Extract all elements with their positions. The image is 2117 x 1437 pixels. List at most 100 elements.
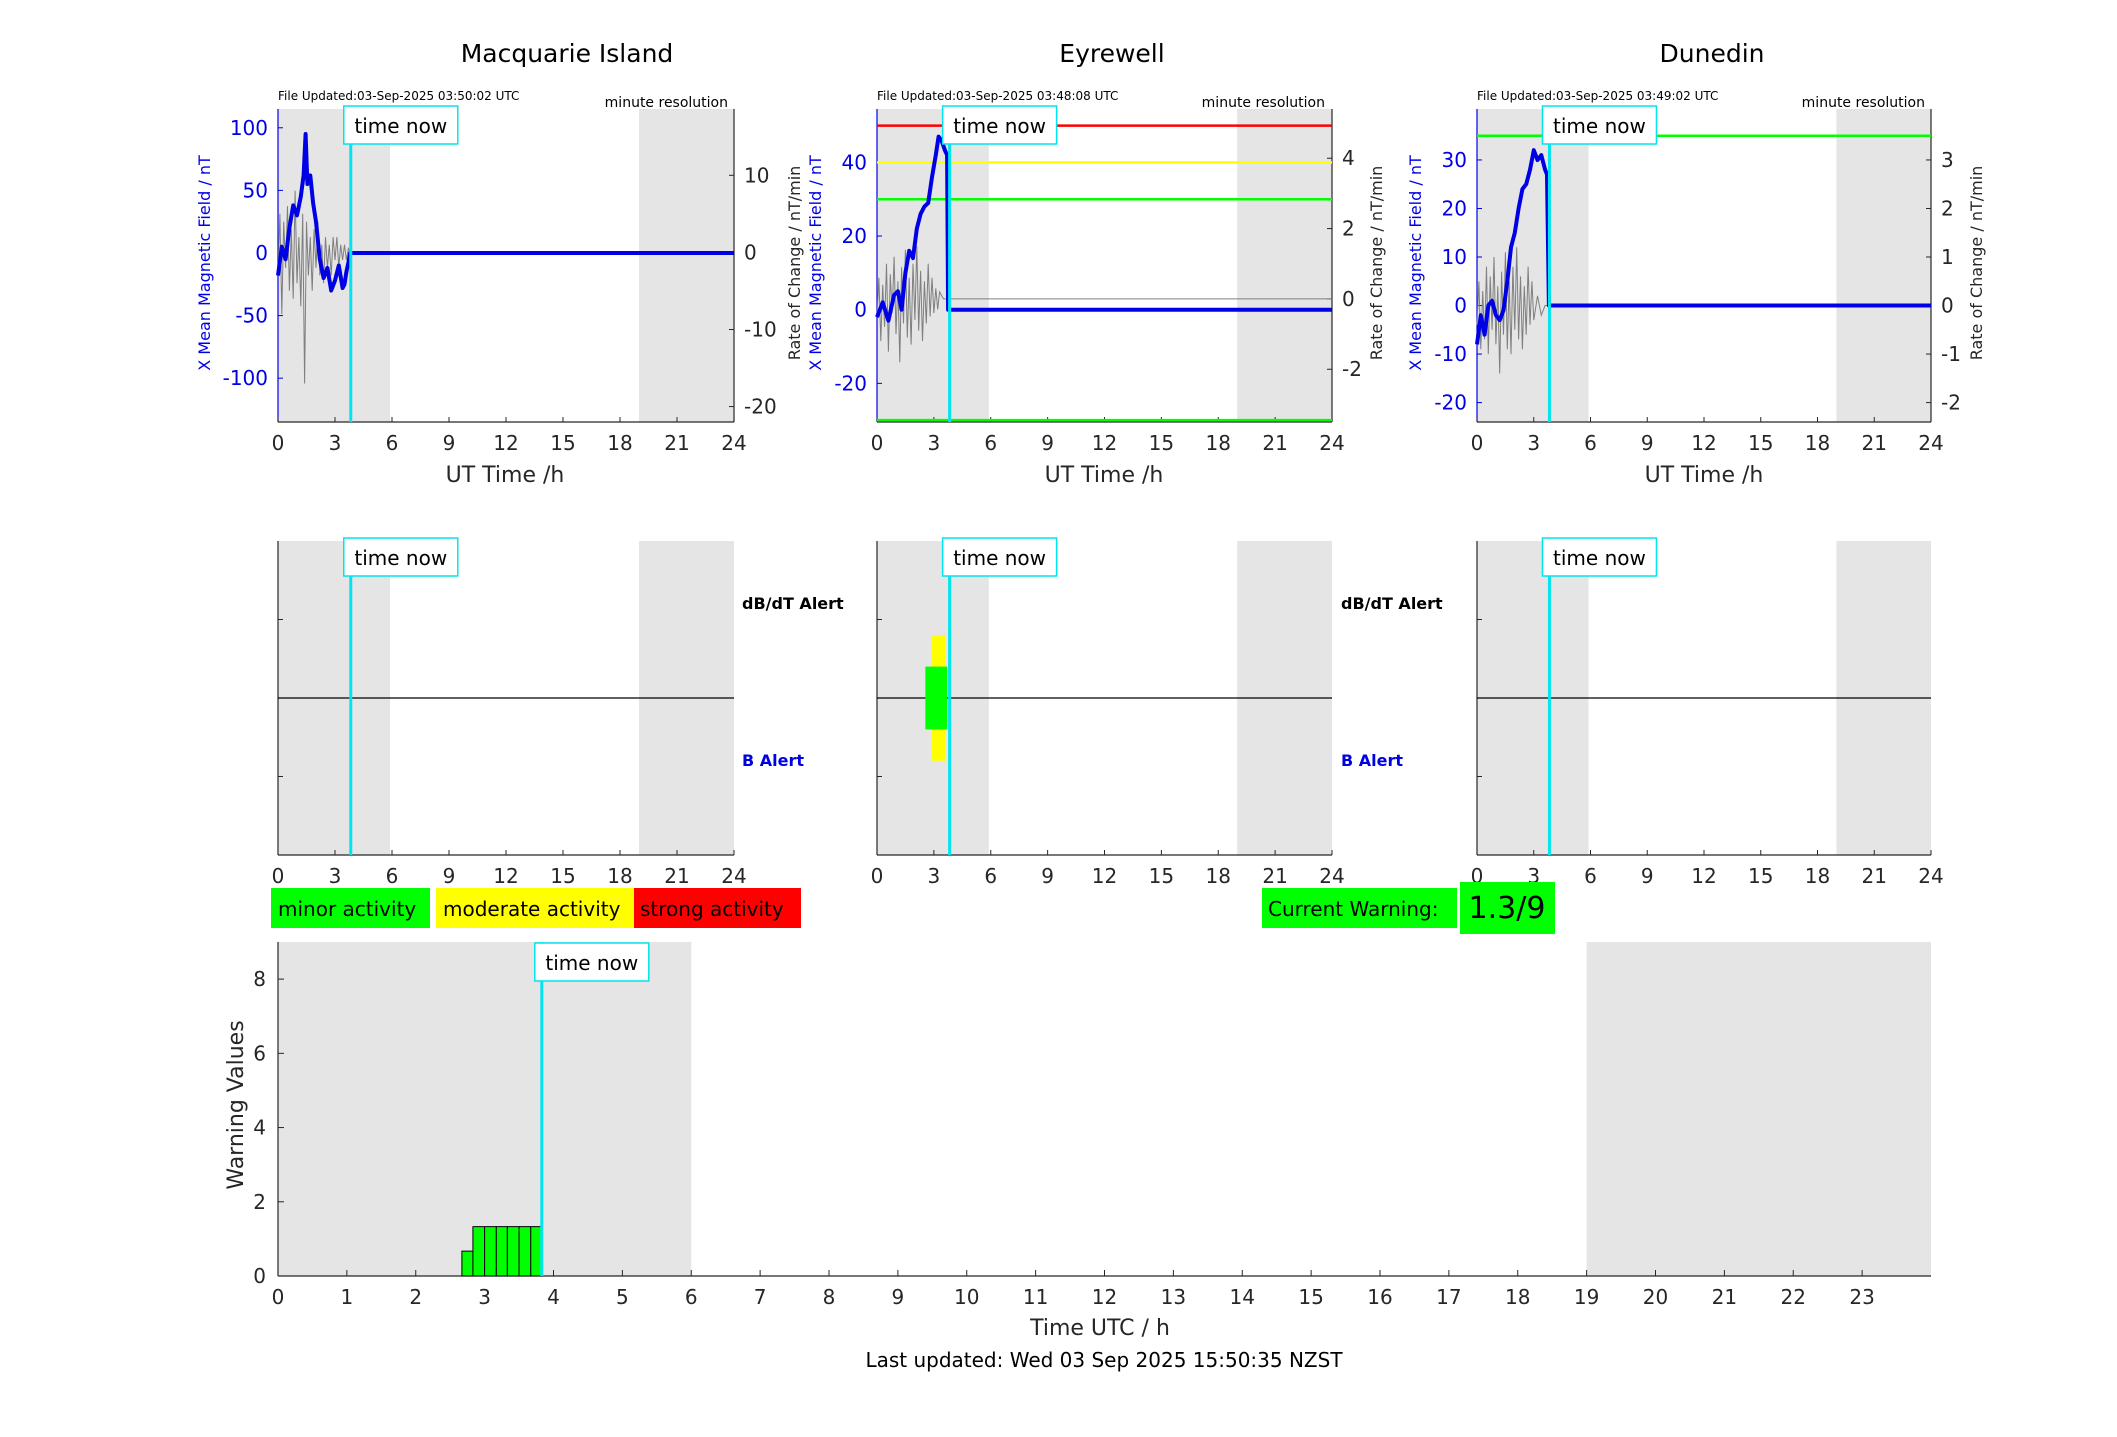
- station-2-alert-time-now-box: [1541, 537, 1658, 577]
- station-2-x-tick-label-1: 3: [1527, 431, 1540, 455]
- file-updated-dunedin: File Updated:03-Sep-2025 03:49:02 UTC: [1477, 89, 1718, 103]
- warning-time-now-box: [534, 942, 650, 982]
- x-axis-label-macquarie: UT Time /h: [446, 463, 565, 488]
- station-0-x-tick-label-2: 6: [386, 431, 399, 455]
- station-0-x-tick-label-0: 0: [272, 431, 285, 455]
- warning-x-tick-label-14: 14: [1230, 1285, 1255, 1309]
- station-0-x-tick-label-7: 21: [664, 431, 689, 455]
- warning-x-tick-label-12: 12: [1092, 1285, 1117, 1309]
- warning-y-axis-label: Warning Values: [224, 1020, 249, 1189]
- station-1-x-tick-label-3: 9: [1041, 431, 1054, 455]
- station-1-alert-x-tick-label-0: 0: [871, 864, 884, 888]
- current-warning-value-box: [1460, 882, 1555, 934]
- station-1-alert-x-tick-label-5: 15: [1149, 864, 1174, 888]
- warning-x-tick-label-19: 19: [1574, 1285, 1599, 1309]
- warning-bar-1: [472, 1226, 486, 1277]
- warning-bar-2: [484, 1226, 497, 1277]
- station-2-x-tick-label-6: 18: [1805, 431, 1830, 455]
- station-0-x-tick-label-3: 9: [443, 431, 456, 455]
- warning-x-tick-label-10: 10: [954, 1285, 979, 1309]
- station-2-y2-tick-label-1: -1: [1941, 342, 1961, 366]
- station-1-x-tick-label-7: 21: [1262, 431, 1287, 455]
- warning-x-tick-label-0: 0: [272, 1285, 285, 1309]
- station-0-time-now-label: time now: [354, 114, 447, 138]
- station-1-x-tick-label-0: 0: [871, 431, 884, 455]
- station-1-y-tick-label-3: 40: [842, 150, 867, 174]
- station-1-x-tick-label-6: 18: [1206, 431, 1231, 455]
- station-1-y2-tick-label-2: 2: [1342, 217, 1355, 241]
- station-2-y-tick-label-2: 0: [1454, 294, 1467, 318]
- station-2-alert-x-tick-label-4: 12: [1691, 864, 1716, 888]
- warning-x-tick-label-8: 8: [823, 1285, 836, 1309]
- legend-moderate-box: [436, 888, 634, 928]
- warning-x-tick-label-13: 13: [1161, 1285, 1186, 1309]
- station-2-time-now-box: [1541, 105, 1658, 145]
- station-2-night-shade-1: [1836, 109, 1931, 422]
- file-updated-macquarie: File Updated:03-Sep-2025 03:50:02 UTC: [278, 89, 519, 103]
- warning-bar-4: [506, 1226, 520, 1277]
- station-1-y2-tick-label-1: 0: [1342, 287, 1355, 311]
- station-2-alert-x-tick-label-8: 24: [1918, 864, 1943, 888]
- warning-x-axis-label: Time UTC / h: [1029, 1316, 1170, 1341]
- station-1-x-tick-label-1: 3: [928, 431, 941, 455]
- station-1-alert-x-tick-label-8: 24: [1319, 864, 1344, 888]
- station-0-y-tick-label-4: 100: [230, 116, 268, 140]
- warning-bar-5: [518, 1226, 532, 1277]
- station-2-x-tick-label-7: 21: [1862, 431, 1887, 455]
- station-1-x-tick-label-2: 6: [984, 431, 997, 455]
- station-1-time-now-label: time now: [953, 114, 1046, 138]
- station-2-y-tick-label-1: -10: [1434, 342, 1467, 366]
- warning-bar-6: [530, 1226, 543, 1277]
- station-2-y-tick-label-4: 20: [1442, 196, 1467, 220]
- station-0-alert-x-tick-label-1: 3: [329, 864, 342, 888]
- warning-x-tick-label-11: 11: [1023, 1285, 1048, 1309]
- legend-strong-label: strong activity: [640, 897, 784, 921]
- warning-bar-0: [461, 1250, 474, 1277]
- dbdt-alert-label-dunedin: dB/dT Alert: [1341, 594, 1443, 613]
- legend-strong-box: [634, 888, 801, 928]
- station-2-y2-tick-label-4: 2: [1941, 196, 1954, 220]
- station-2-mean-field-series: [1475, 148, 1931, 345]
- current-warning-label: Current Warning:: [1268, 897, 1438, 921]
- station-0-y-tick-label-2: 0: [255, 241, 268, 265]
- station-0-x-tick-label-8: 24: [721, 431, 746, 455]
- station-2-y2-tick-label-2: 0: [1941, 294, 1954, 318]
- warning-x-tick-label-16: 16: [1367, 1285, 1392, 1309]
- station-2-y-tick-label-0: -20: [1434, 391, 1467, 415]
- legend-moderate-label: moderate activity: [443, 897, 621, 921]
- station-0-y2-tick-label-3: 10: [744, 163, 769, 187]
- station-2-y-tick-label-5: 30: [1442, 148, 1467, 172]
- station-2-time-now-label: time now: [1553, 114, 1646, 138]
- station-0-y-tick-label-1: -50: [235, 304, 268, 328]
- station-0-x-tick-label-6: 18: [607, 431, 632, 455]
- station-0-alert-x-tick-label-8: 24: [721, 864, 746, 888]
- warning-x-tick-label-17: 17: [1436, 1285, 1461, 1309]
- station-0-alert-x-tick-label-0: 0: [272, 864, 285, 888]
- warning-x-tick-label-18: 18: [1505, 1285, 1530, 1309]
- station-2-alert-x-tick-label-2: 6: [1584, 864, 1597, 888]
- station-1-alert-x-tick-label-7: 21: [1262, 864, 1287, 888]
- station-1-alert-x-tick-label-6: 18: [1206, 864, 1231, 888]
- station-0-rate-of-change-series: [277, 190, 734, 384]
- station-1-alert-time-now-label: time now: [953, 546, 1046, 570]
- station-title-eyrewell: Eyrewell: [1059, 39, 1164, 68]
- station-0-time-now-box: [343, 105, 459, 145]
- station-1-x-tick-label-5: 15: [1149, 431, 1174, 455]
- station-1-rate-of-change-series: [876, 246, 1332, 363]
- station-0-mean-field-series: [276, 132, 734, 293]
- warning-x-tick-label-3: 3: [478, 1285, 491, 1309]
- station-2-alert-x-tick-label-3: 9: [1641, 864, 1654, 888]
- station-0-alert-x-tick-label-4: 12: [493, 864, 518, 888]
- warning-night-shade-1: [1586, 942, 1931, 1276]
- station-title-dunedin: Dunedin: [1660, 39, 1765, 68]
- station-2-y2-tick-label-0: -2: [1941, 391, 1961, 415]
- station-1-y-tick-label-1: 0: [854, 298, 867, 322]
- station-1-y-tick-label-0: -20: [834, 371, 867, 395]
- warning-x-tick-label-15: 15: [1298, 1285, 1323, 1309]
- station-2-x-tick-label-3: 9: [1641, 431, 1654, 455]
- file-updated-eyrewell: File Updated:03-Sep-2025 03:48:08 UTC: [877, 89, 1118, 103]
- warning-y-tick-label-1: 2: [253, 1190, 266, 1214]
- station-0-alert-time-now-label: time now: [354, 546, 447, 570]
- current-warning-box: [1262, 888, 1457, 928]
- warning-y-tick-label-4: 8: [253, 967, 266, 991]
